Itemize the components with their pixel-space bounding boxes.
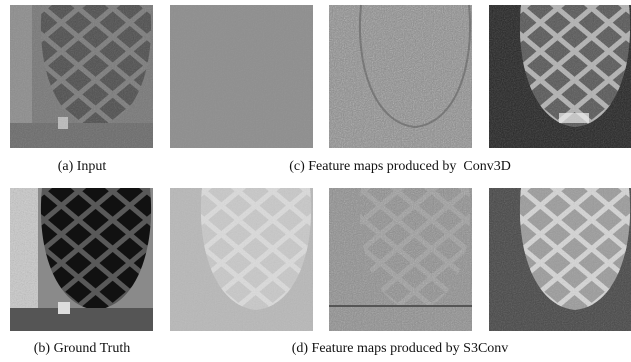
caption: (b) Ground Truth bbox=[34, 341, 130, 357]
conv3d-map-1 bbox=[170, 5, 313, 148]
s3conv-map-2 bbox=[329, 188, 472, 331]
input-image bbox=[10, 5, 153, 148]
s3conv-map-3 bbox=[489, 188, 631, 331]
figure-images bbox=[0, 0, 631, 362]
conv3d-map-2 bbox=[329, 5, 472, 148]
ground-truth-image bbox=[10, 188, 153, 331]
conv3d-map-3 bbox=[489, 5, 631, 148]
caption: (a) Input bbox=[58, 159, 107, 175]
s3conv-map-1 bbox=[170, 188, 313, 331]
caption: (c) Feature maps produced by Conv3D bbox=[289, 159, 511, 175]
figure: (a) Input (c) Feature maps produced by C… bbox=[0, 0, 631, 362]
caption: (d) Feature maps produced by S3Conv bbox=[292, 341, 509, 357]
